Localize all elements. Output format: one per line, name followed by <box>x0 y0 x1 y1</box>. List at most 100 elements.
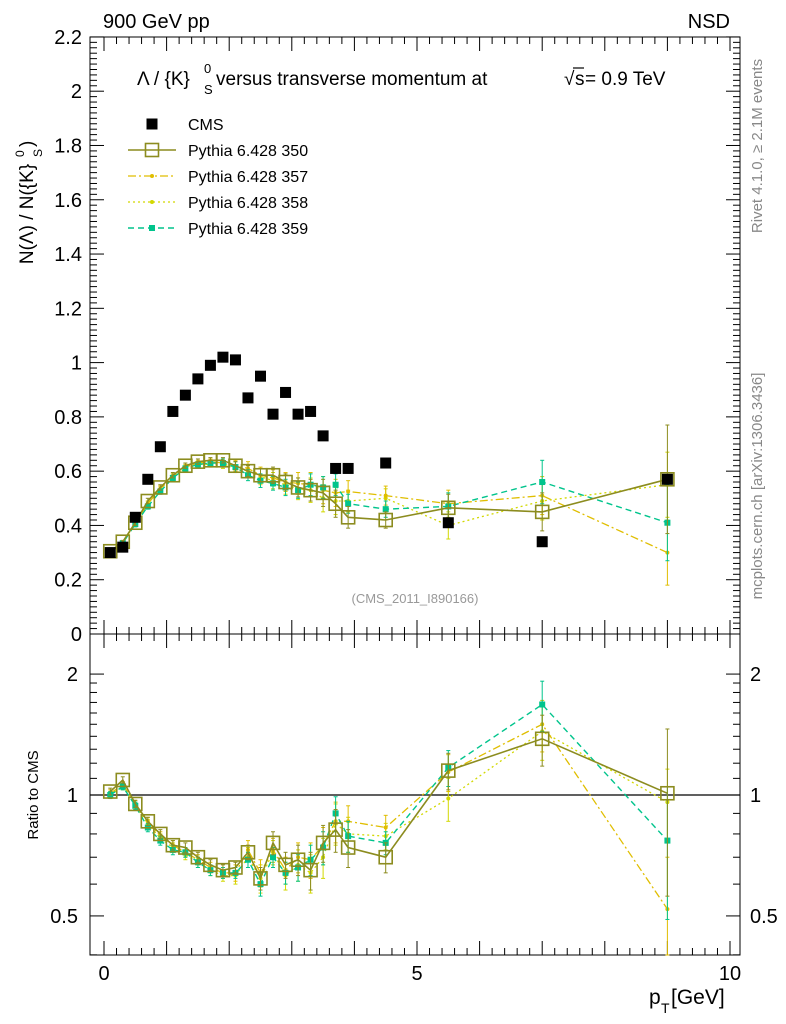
chart-title-middle: versus transverse momentum at <box>216 69 488 90</box>
data-point-p359 <box>539 479 546 486</box>
data-point-p350 <box>315 485 331 501</box>
legend-label-p350: Pythia 6.428 350 <box>188 143 308 160</box>
data-point-cms <box>217 351 229 363</box>
ratio-y-tick-label-right: 1 <box>750 785 761 807</box>
data-point-p359 <box>270 854 277 861</box>
y-tick-label: 1.8 <box>54 135 82 157</box>
data-point-p357 <box>346 489 351 494</box>
data-point-p350 <box>228 860 243 875</box>
data-point-p359 <box>332 481 339 488</box>
analysis-label: (CMS_2011_I890166) <box>352 591 479 606</box>
chart-title-sup: 0 <box>204 61 211 76</box>
ratio-y-tick-label: 2 <box>67 664 78 686</box>
y-tick-label: 1.2 <box>54 298 82 320</box>
x-axis-label-unit: [GeV] <box>671 986 725 1009</box>
series-line-p357 <box>109 461 668 554</box>
data-point-p350 <box>102 784 118 799</box>
legend-marker-p358 <box>150 200 154 204</box>
legend-marker-cms <box>146 118 158 130</box>
chart-title-lambda: Λ / {K} <box>137 69 190 90</box>
data-point-p350 <box>178 840 193 855</box>
header-right-label: NSD <box>688 11 730 33</box>
legend-marker-p350 <box>144 142 160 158</box>
data-point-p350 <box>153 480 168 495</box>
legend-marker-p359 <box>149 225 155 231</box>
data-point-p350 <box>660 785 675 801</box>
data-point-cms <box>442 517 454 529</box>
data-point-p350 <box>315 835 331 851</box>
data-point-cms <box>179 389 191 401</box>
data-point-cms <box>292 408 304 420</box>
y-tick-label: 0 <box>71 624 82 646</box>
y-tick-label: 0.8 <box>54 407 82 429</box>
x-axis-label-sub: T <box>661 1000 670 1016</box>
chart-title-end: = 0.9 TeV <box>585 69 666 90</box>
rivet-label: Rivet 4.1.0, ≥ 2.1M events <box>749 59 766 233</box>
chart-title: Λ / {K} 0 S versus transverse momentum a… <box>137 61 666 97</box>
series-line-p357 <box>109 723 668 910</box>
y-tick-label: 0.4 <box>54 515 82 537</box>
chart-title-s: s <box>575 69 585 90</box>
data-point-p350 <box>240 845 256 860</box>
main-axis-ticks: 0 0.2 0.4 0.6 0.8 1 1.2 1.4 1.6 1.8 2 2.2 <box>54 27 740 646</box>
y-tick-label: 0.6 <box>54 461 82 483</box>
ratio-data-series <box>102 680 675 956</box>
data-point-cms <box>380 457 392 469</box>
ratio-y-tick-label-right: 2 <box>750 664 761 686</box>
data-point-p357 <box>383 825 388 830</box>
y-tick-label: 2.2 <box>54 27 82 49</box>
ratio-y-tick-label: 0.5 <box>50 906 78 928</box>
x-tick-label: 10 <box>719 963 741 985</box>
data-point-cms <box>536 536 548 548</box>
data-point-p350 <box>190 849 206 865</box>
data-point-cms <box>229 354 241 366</box>
series-line-p350 <box>109 459 668 552</box>
data-point-p350 <box>440 763 456 778</box>
y-tick-label: 0.2 <box>54 570 82 592</box>
data-point-cms <box>280 386 292 398</box>
legend-label-p357: Pythia 6.428 357 <box>188 169 308 186</box>
header-left-label: 900 GeV pp <box>103 11 210 33</box>
data-point-cms <box>267 408 279 420</box>
x-axis-label-p: p <box>649 986 661 1009</box>
data-point-p350 <box>303 862 318 878</box>
data-point-p350 <box>165 467 181 483</box>
data-point-cms <box>129 511 141 523</box>
data-point-p357 <box>383 493 388 498</box>
data-point-p350 <box>534 504 550 520</box>
series-line-p359 <box>109 703 668 886</box>
data-point-p350 <box>660 472 675 487</box>
series-line-p359 <box>109 462 668 554</box>
data-point-cms <box>242 392 254 404</box>
data-point-p359 <box>144 503 151 510</box>
data-point-p359 <box>382 506 389 513</box>
data-point-cms <box>317 430 329 442</box>
legend-label-p359: Pythia 6.428 359 <box>188 221 308 238</box>
data-point-p350 <box>115 772 131 788</box>
y-axis-label-sub: S <box>31 149 45 157</box>
data-point-cms <box>204 359 216 371</box>
data-point-p350 <box>328 822 343 837</box>
data-point-cms <box>117 541 129 553</box>
data-point-cms <box>167 405 179 417</box>
x-axis-label: p T [GeV] <box>649 986 725 1016</box>
data-point-cms <box>342 462 354 474</box>
legend-label-p358: Pythia 6.428 358 <box>188 195 308 212</box>
legend-marker-p357 <box>150 174 154 178</box>
data-point-p350 <box>153 826 168 842</box>
data-point-p350 <box>265 835 281 851</box>
ratio-axis-ticks: 0 5 10 0.5 0.5 1 1 2 2 <box>50 634 778 985</box>
ratio-y-tick-label-right: 0.5 <box>750 906 778 928</box>
data-point-p350 <box>340 509 356 525</box>
data-point-cms <box>661 473 673 485</box>
y-axis-label-pre: N(Λ) / N({K} <box>17 164 38 264</box>
y-axis-label: N(Λ) / N({K} 0 S ) <box>13 141 45 264</box>
ratio-y-axis-label: Ratio to CMS <box>25 750 42 839</box>
mcplots-label: mcplots.cern.ch [arXiv:1306.3436] <box>749 373 766 600</box>
chart-title-sub: S <box>204 82 213 97</box>
data-point-p350 <box>290 852 306 868</box>
data-point-p350 <box>340 840 356 855</box>
chart-title-sqrt: √ <box>564 69 575 90</box>
x-tick-label: 5 <box>411 963 422 985</box>
data-point-p350 <box>328 496 343 512</box>
